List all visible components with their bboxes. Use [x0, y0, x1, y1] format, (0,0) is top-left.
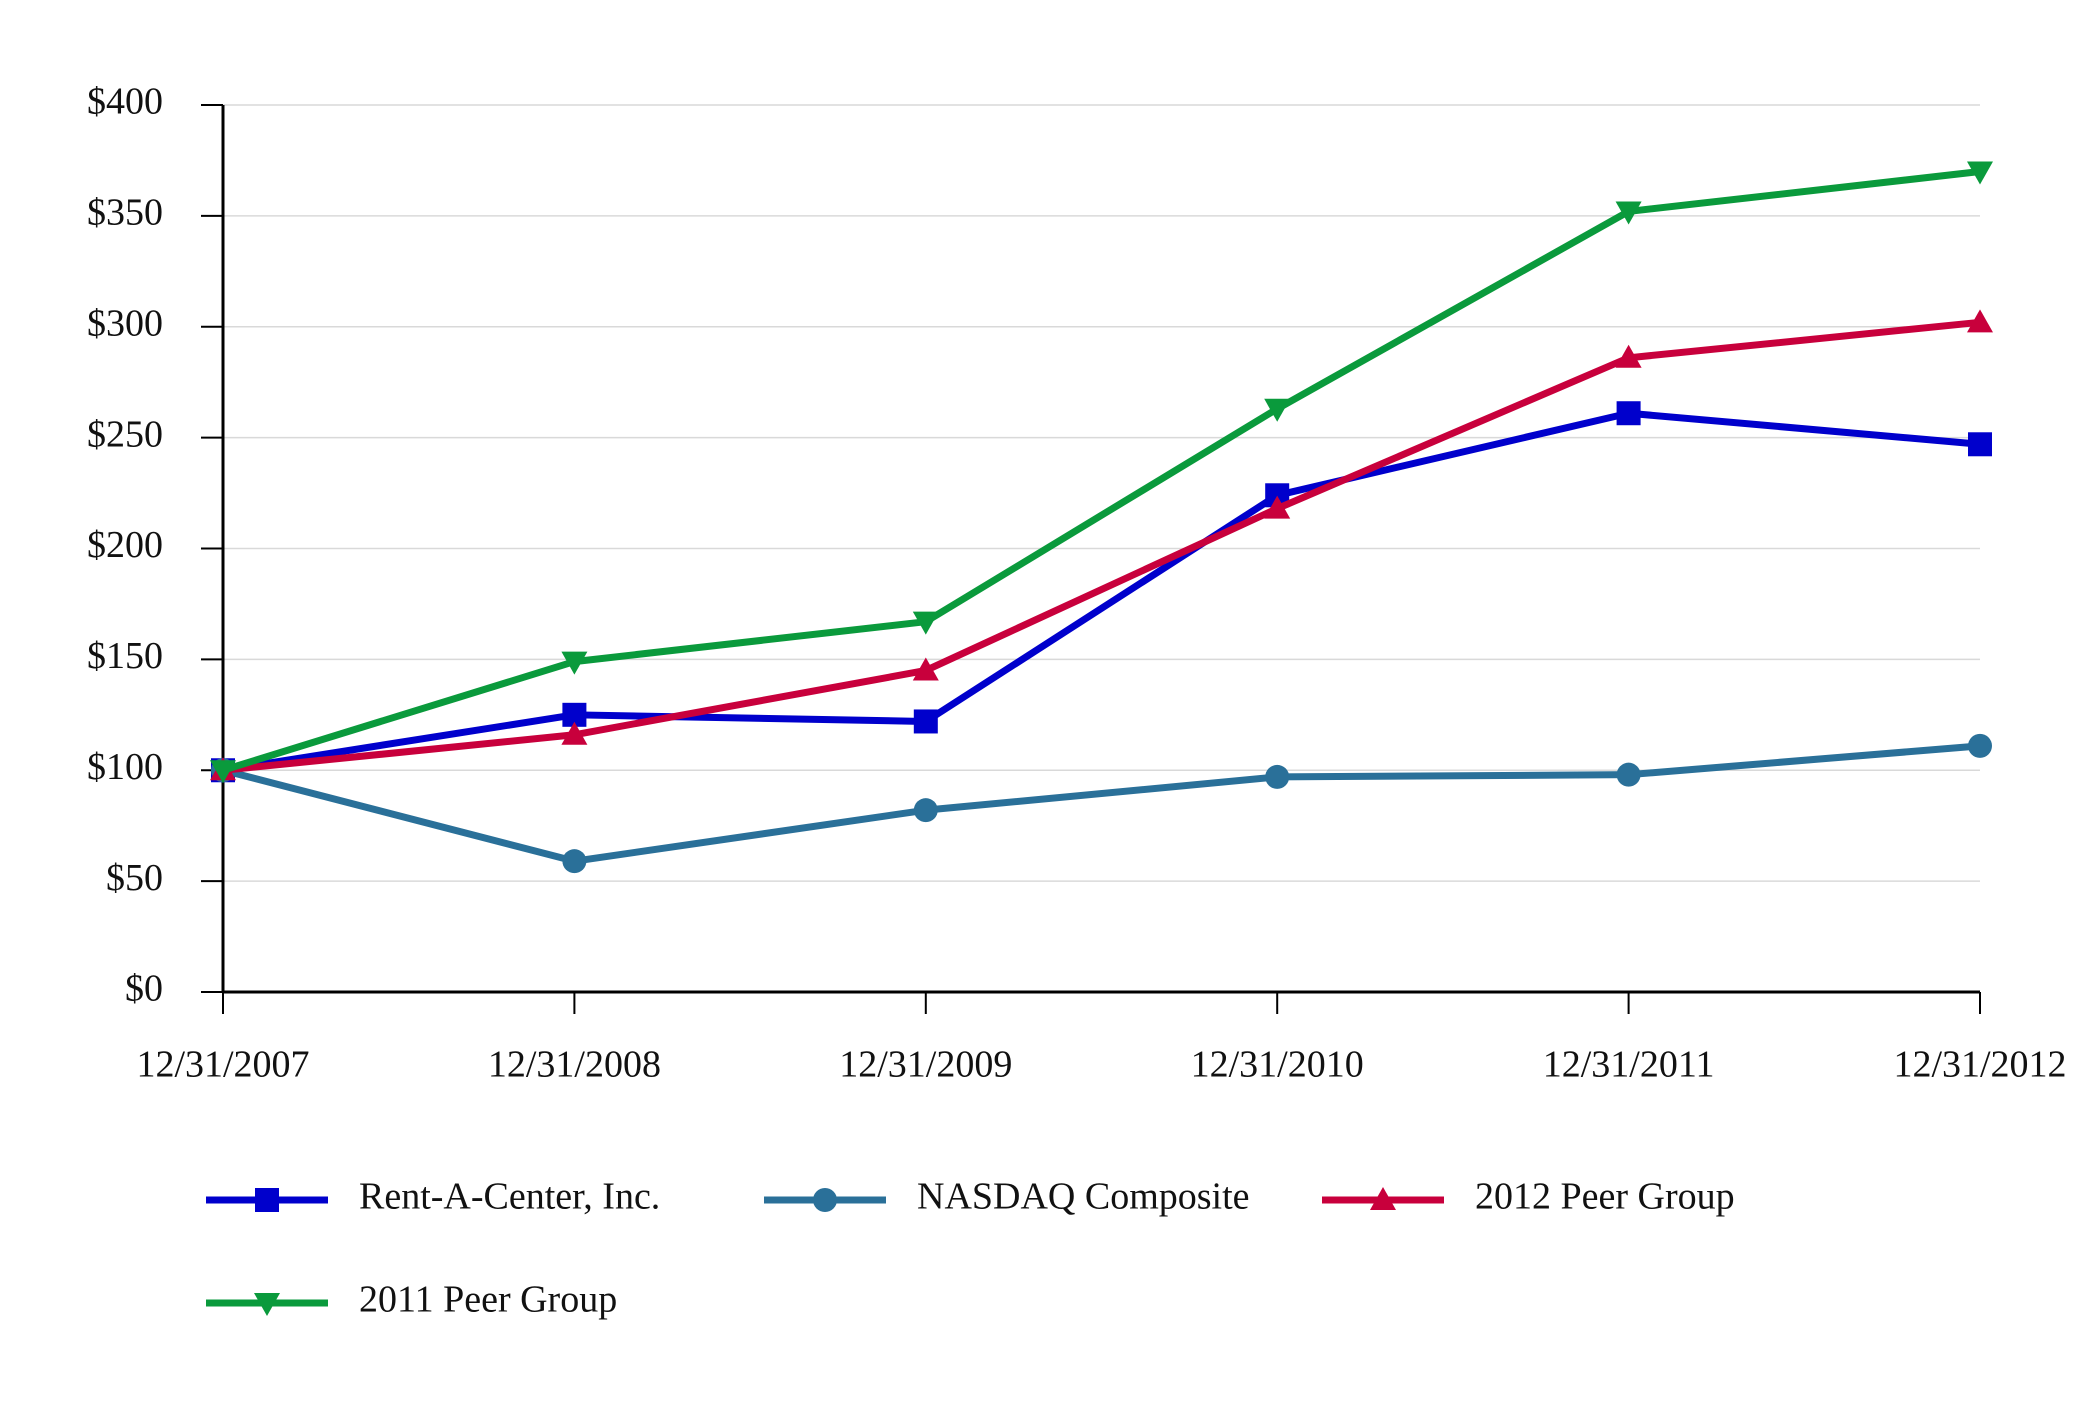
marker — [561, 721, 588, 745]
legend-label: 2012 Peer Group — [1475, 1176, 1735, 1218]
marker — [1264, 495, 1291, 519]
marker — [813, 1188, 837, 1212]
y-tick-label: $400 — [87, 81, 163, 123]
marker — [913, 798, 938, 823]
marker — [210, 760, 236, 784]
marker — [913, 709, 938, 734]
marker — [1370, 1187, 1396, 1210]
marker — [912, 657, 939, 681]
series-line — [222, 742, 1981, 865]
series-line — [222, 409, 1981, 774]
marker — [1967, 161, 1993, 185]
marker — [1615, 201, 1642, 225]
series-line — [221, 168, 1981, 774]
y-tick-label: $50 — [106, 857, 163, 899]
marker — [255, 1188, 279, 1212]
y-tick-label: $350 — [87, 192, 163, 234]
y-tick-label: $100 — [87, 746, 163, 788]
x-tick-label: 12/31/2012 — [1893, 1044, 2066, 1086]
marker — [561, 651, 588, 675]
y-tick-label: $200 — [87, 524, 163, 566]
y-tick-label: $0 — [125, 968, 163, 1010]
x-tick-label: 12/31/2010 — [1191, 1044, 1364, 1086]
marker — [1968, 432, 1992, 457]
marker — [912, 611, 939, 635]
marker — [254, 1293, 280, 1316]
marker — [1968, 733, 1992, 758]
x-tick-label: 12/31/2008 — [488, 1044, 661, 1086]
marker — [1264, 398, 1291, 422]
legend-label: NASDAQ Composite — [917, 1176, 1250, 1218]
x-tick-label: 12/31/2007 — [136, 1044, 309, 1086]
x-tick-label: 12/31/2011 — [1543, 1044, 1715, 1086]
y-tick-label: $150 — [87, 635, 163, 677]
y-tick-label: $250 — [87, 413, 163, 455]
marker — [562, 849, 587, 874]
series-line — [222, 318, 1981, 774]
y-tick-label: $300 — [87, 302, 163, 344]
marker — [1265, 764, 1290, 789]
marker — [1615, 344, 1642, 368]
legend-label: 2011 Peer Group — [359, 1279, 617, 1321]
marker — [1616, 401, 1641, 426]
legend-label: Rent-A-Center, Inc. — [359, 1176, 660, 1218]
x-tick-label: 12/31/2009 — [839, 1044, 1012, 1086]
marker — [1616, 762, 1641, 787]
marker — [1967, 309, 1993, 333]
